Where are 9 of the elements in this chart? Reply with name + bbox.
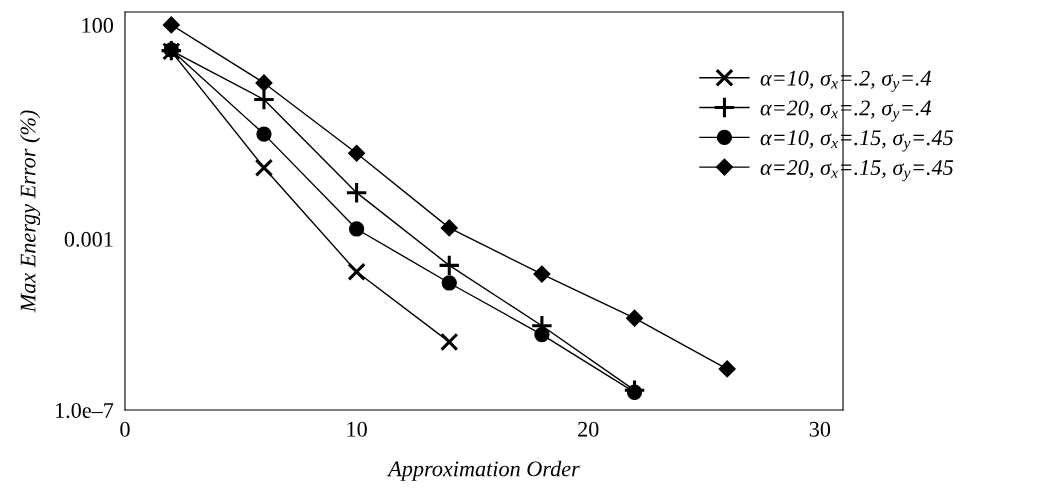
x-tick-label: 10 [347,421,367,437]
y-tick-label: 1.0e–7 [55,402,114,419]
x-tick-label: 30 [809,421,831,437]
y-tick-label: 100 [82,17,114,33]
y-tick-label: 0.001 [64,231,113,247]
x-tick-label: 20 [578,421,599,437]
y-axis-title: Max Energy Error (%) [19,110,41,313]
x-tick-label: 0 [120,421,130,437]
x-axis-title: Approximation Order [387,460,580,481]
